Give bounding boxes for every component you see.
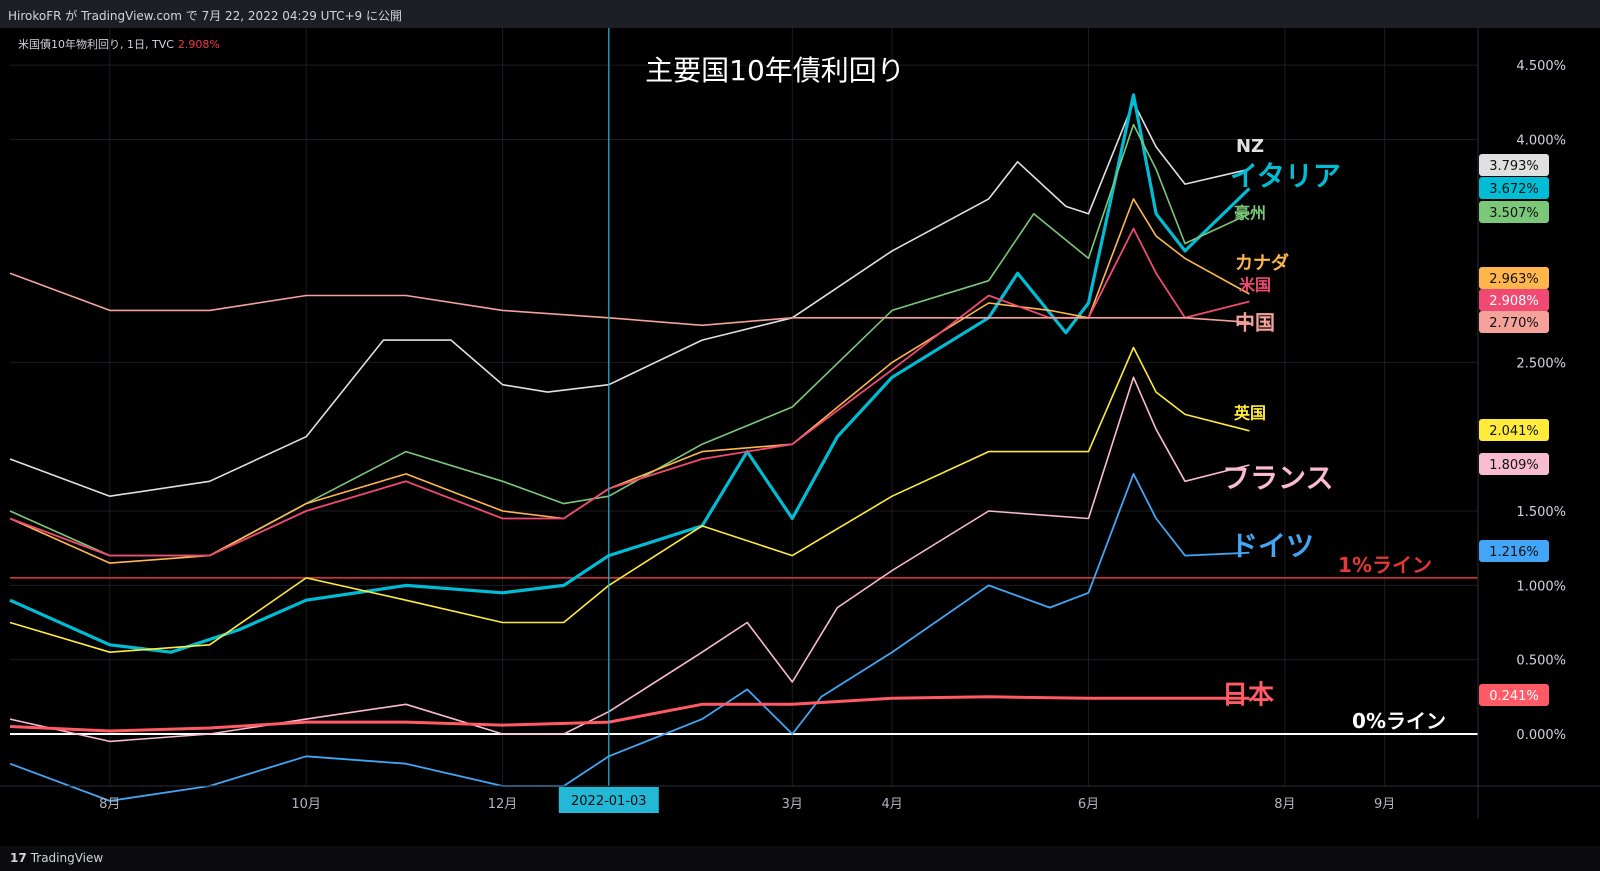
crosshair-date-label: 2022-01-03 <box>571 794 647 809</box>
series-name-label: 米国 <box>1239 275 1271 294</box>
series-name-label: NZ <box>1236 136 1264 157</box>
series-line <box>9 272 1250 327</box>
series-name-label: 英国 <box>1233 403 1266 422</box>
reference-line-label: 0%ライン <box>1352 709 1446 733</box>
series-name-label: フランス <box>1222 461 1333 494</box>
y-tick-label: 0.500% <box>1516 654 1566 669</box>
series-line <box>9 101 1250 497</box>
tradingview-logo-text: TradingView <box>30 851 104 865</box>
x-tick-label: 9月 <box>1374 797 1395 812</box>
last-value-tag <box>1479 419 1549 441</box>
series-line <box>9 376 1250 743</box>
y-tick-label: 4.500% <box>1516 59 1566 74</box>
y-tick-label: 0.000% <box>1516 728 1566 743</box>
tradingview-logo[interactable]: 17 TradingView <box>10 851 103 865</box>
last-value-text: 3.507% <box>1489 206 1539 221</box>
last-value-tag <box>1479 453 1549 475</box>
series-name-label: 中国 <box>1235 311 1275 335</box>
series-line <box>9 93 1251 654</box>
series-name-label: 日本 <box>1222 681 1274 711</box>
chart-title: 主要国10年債利回り <box>645 54 905 87</box>
x-tick-label: 12月 <box>488 797 518 812</box>
last-value-tag <box>1479 540 1549 562</box>
series-line <box>9 695 1250 733</box>
publish-text: HirokoFR が TradingView.com で 7月 22, 2022… <box>8 9 402 23</box>
last-value-text: 2.770% <box>1489 316 1539 331</box>
y-tick-label: 1.000% <box>1516 579 1566 594</box>
symbol-info: 米国債10年物利回り, 1日, TVC 2.908% <box>18 36 220 52</box>
y-tick-label: 4.000% <box>1516 133 1566 148</box>
tradingview-logo-mark: 17 <box>10 851 27 865</box>
x-tick-label: 4月 <box>881 797 902 812</box>
series-line <box>9 227 1250 557</box>
last-value-text: 1.809% <box>1489 458 1539 473</box>
x-tick-label: 3月 <box>782 797 803 812</box>
axes: 8月 10月 12月 3月 4月 6月 8月 9月 0.000% 0.500% 1.000% 1.50… <box>0 28 1600 818</box>
last-value-text: 3.672% <box>1489 182 1539 197</box>
crosshair: 2022-01-03 <box>558 28 659 813</box>
y-tick-label: 1.500% <box>1516 505 1566 520</box>
last-value-tag <box>1479 267 1549 289</box>
series-labels: NZ 3.793% イタリア 3.672% 豪州 3.507% カナダ 2.963% 米国 2.9… <box>1222 136 1549 711</box>
last-value-tag <box>1479 289 1549 311</box>
last-value-text: 3.793% <box>1489 159 1539 174</box>
last-value-tag <box>1479 177 1549 199</box>
x-tick-label: 6月 <box>1078 797 1099 812</box>
crosshair-date-box <box>558 787 659 813</box>
series-layer <box>9 93 1251 802</box>
x-tick-label: 8月 <box>1274 797 1295 812</box>
last-value-text: 0.241% <box>1489 689 1539 704</box>
last-value-text: 2.041% <box>1489 424 1539 439</box>
series-name-label: 豪州 <box>1234 203 1266 222</box>
series-line <box>9 198 1250 564</box>
yield-chart[interactable]: 1%ライン 0%ライン 2022-01-03 8月 10月 12月 3月 4月 6月 8月 9月… <box>0 28 1600 846</box>
x-tick-label: 8月 <box>99 797 120 812</box>
last-value-tag <box>1479 311 1549 333</box>
reference-lines: 1%ライン 0%ライン <box>10 553 1478 735</box>
symbol-text: 米国債10年物利回り, 1日, TVC <box>18 38 174 51</box>
x-tick-label: 10月 <box>291 797 321 812</box>
last-value-text: 2.908% <box>1489 294 1539 309</box>
series-name-label: ドイツ <box>1230 529 1314 562</box>
reference-line-label: 1%ライン <box>1338 553 1432 577</box>
last-value-text: 1.216% <box>1489 545 1539 560</box>
series-name-label: カナダ <box>1235 252 1289 274</box>
series-name-label: イタリア <box>1230 159 1341 192</box>
footer: 17 TradingView <box>0 846 1600 871</box>
last-value-tag <box>1479 684 1549 706</box>
publish-header: HirokoFR が TradingView.com で 7月 22, 2022… <box>0 0 1600 28</box>
last-value-text: 2.963% <box>1489 272 1539 287</box>
y-tick-label: 2.500% <box>1516 356 1566 371</box>
symbol-value: 2.908% <box>177 38 220 51</box>
last-value-tag <box>1479 201 1549 223</box>
series-line <box>9 346 1250 653</box>
series-line <box>9 473 1250 802</box>
last-value-tag <box>1479 154 1549 176</box>
